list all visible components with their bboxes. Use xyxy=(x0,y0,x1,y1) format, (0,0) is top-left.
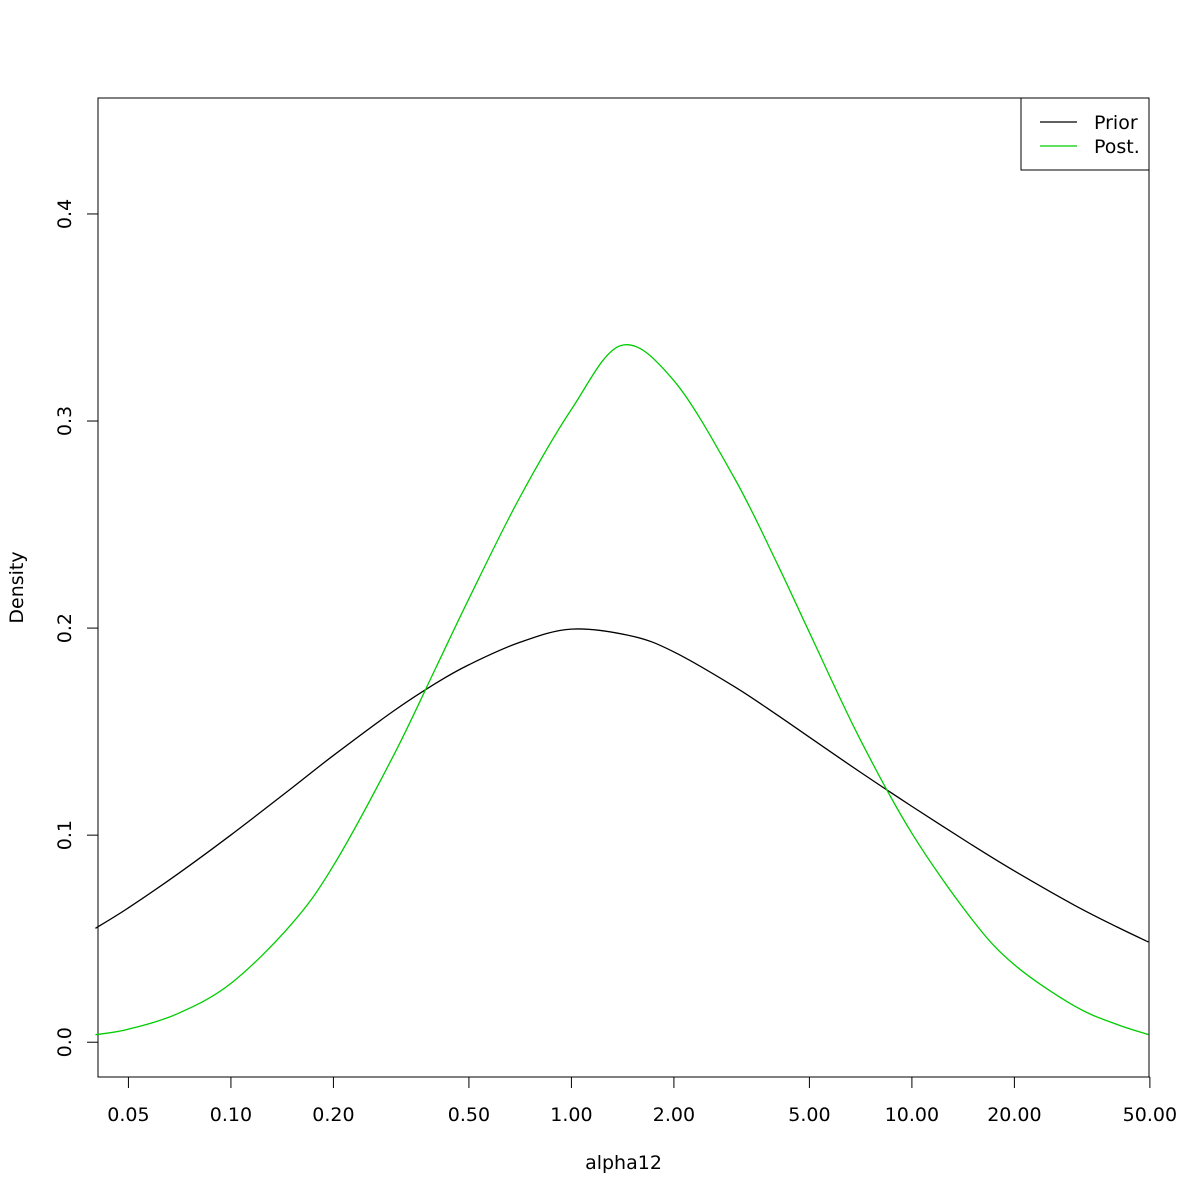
y-axis-title: Density xyxy=(6,551,28,623)
x-tick-label: 10.00 xyxy=(885,1104,939,1126)
x-tick-label: 0.50 xyxy=(448,1104,490,1126)
x-tick-label: 0.20 xyxy=(312,1104,354,1126)
x-tick-label: 50.00 xyxy=(1123,1104,1177,1126)
plot-box xyxy=(97,97,1150,1078)
x-tick-label: 20.00 xyxy=(987,1104,1041,1126)
y-tick-label: 0.4 xyxy=(54,199,76,229)
x-tick-label: 2.00 xyxy=(653,1104,695,1126)
series-line-prior xyxy=(95,628,1149,943)
x-tick-label: 5.00 xyxy=(788,1104,830,1126)
legend-label-post: Post. xyxy=(1094,136,1140,158)
y-tick-label: 0.0 xyxy=(54,1027,76,1057)
series-layer xyxy=(95,344,1149,1036)
x-tick-label: 0.05 xyxy=(107,1104,149,1126)
x-tick-label: 0.10 xyxy=(210,1104,252,1126)
series-line-post xyxy=(95,344,1149,1036)
x-axis-title: alpha12 xyxy=(585,1152,662,1174)
y-tick-label: 0.1 xyxy=(54,820,76,850)
x-tick-label: 1.00 xyxy=(550,1104,592,1126)
y-tick-label: 0.2 xyxy=(54,613,76,643)
y-tick-label: 0.3 xyxy=(54,406,76,436)
legend-label-prior: Prior xyxy=(1094,112,1138,134)
legend-box xyxy=(1020,97,1150,171)
y-axis: 0.0 0.1 0.2 0.3 0.4 xyxy=(54,199,99,1057)
legend: Prior Post. xyxy=(1020,97,1150,171)
x-axis: 0.05 0.10 0.20 0.50 1.00 2.00 5.00 10.00 20.00 50… xyxy=(107,1076,1177,1126)
